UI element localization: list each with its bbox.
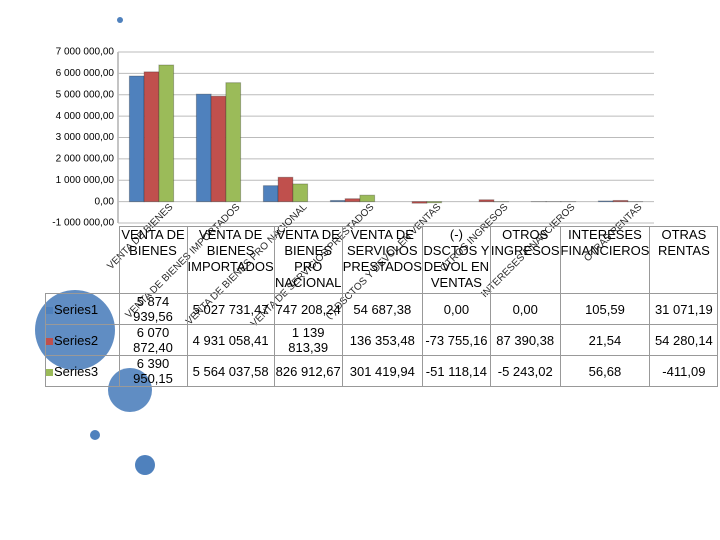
bar (478, 199, 495, 203)
value-cell: 105,59 (559, 293, 651, 325)
bar (277, 176, 294, 203)
value-cell: -73 755,16 (421, 324, 491, 356)
category-cell: INTERESES FINANCIEROS (559, 226, 651, 294)
series-row: Series1 5 874 939,56 5 027 731,47 747 208,2… (45, 293, 719, 325)
value-cell: 5 564 037,58 (186, 355, 275, 387)
header-row: VENTA DE BIENES VENTA DE BIENES IMPORTADO… (46, 226, 719, 294)
bar (143, 71, 160, 203)
bar (158, 64, 175, 203)
bar (292, 183, 309, 203)
y-tick-label: -1 000 000,00 (52, 218, 114, 229)
value-cell: 5 027 731,47 (186, 293, 275, 325)
decor (90, 430, 100, 440)
category-cell: VENTA DE BIENES IMPORTADOS (186, 226, 275, 294)
value-cell: 5 874 939,56 (118, 293, 188, 325)
value-cell: 136 353,48 (341, 324, 423, 356)
legend-label: Series1 (54, 301, 99, 317)
bar (195, 93, 212, 203)
value-cell: -51 118,14 (421, 355, 491, 387)
bar (359, 194, 376, 203)
value-cell: -5 243,02 (489, 355, 561, 387)
bar (411, 201, 428, 204)
value-cell: 301 419,94 (341, 355, 423, 387)
value-cell: 4 931 058,41 (186, 324, 275, 356)
bar (329, 199, 346, 203)
value-cell: 0,00 (421, 293, 491, 325)
y-tick-label: 4 000 000,00 (56, 111, 115, 122)
legend-key (46, 337, 53, 345)
bar (426, 201, 443, 204)
bar (225, 82, 242, 203)
legend-label: Series2 (54, 332, 99, 348)
category-cell: VENTA DE BIENES (118, 226, 188, 294)
value-cell: 6 070 872,40 (118, 324, 188, 356)
series-row: Series3 6 390 950,15 5 564 037,58 826 912,6… (45, 355, 719, 387)
bar (262, 185, 279, 203)
series-cell: Series1 (45, 293, 120, 325)
value-cell: 0,00 (489, 293, 561, 325)
value-cell: 56,68 (559, 355, 651, 387)
value-cell: -411,09 (649, 355, 719, 387)
category-cell: OTRAS RENTAS (649, 226, 719, 294)
corner-cell (46, 227, 120, 294)
y-tick-label: 1 000 000,00 (56, 175, 115, 186)
value-cell: 54 687,38 (341, 293, 423, 325)
category-cell: VENTA DE SERVICIOS PRESTADOS (341, 226, 423, 294)
y-tick-label: 2 000 000,00 (56, 154, 115, 165)
bar (344, 198, 361, 203)
bar (210, 95, 227, 203)
legend-key (46, 368, 53, 376)
series-cell: Series2 (45, 324, 120, 356)
decor (117, 17, 123, 23)
value-cell: 31 071,19 (649, 293, 719, 325)
bar (128, 75, 145, 203)
y-tick-label: 3 000 000,00 (56, 132, 115, 143)
category-cell: VENTA DE BIENES PRO NACIONAL (273, 226, 343, 294)
series-row: Series2 6 070 872,40 4 931 058,41 1 139 813… (45, 324, 719, 356)
y-tick-label: 5 000 000,00 (56, 89, 115, 100)
value-cell: 6 390 950,15 (118, 355, 188, 387)
value-cell: 21,54 (559, 324, 651, 356)
value-cell: 1 139 813,39 (273, 324, 343, 356)
y-tick-label: 6 000 000,00 (56, 68, 115, 79)
value-cell: 826 912,67 (273, 355, 343, 387)
value-cell: 87 390,38 (489, 324, 561, 356)
value-cell: 747 208,24 (273, 293, 343, 325)
data-table: VENTA DE BIENES VENTA DE BIENES IMPORTADO… (45, 226, 719, 387)
series-cell: Series3 (45, 355, 120, 387)
decor (135, 455, 155, 475)
category-cell: OTROS INGRESOS (489, 226, 561, 294)
value-cell: 54 280,14 (649, 324, 719, 356)
legend-label: Series3 (54, 363, 99, 379)
bar (612, 199, 629, 203)
category-cell: (-) DSCTOS Y DEVOL EN VENTAS (421, 226, 491, 294)
legend-key (46, 306, 53, 314)
y-tick-label: 7 000 000,00 (56, 47, 115, 58)
bar (597, 200, 614, 203)
y-tick-label: 0,00 (95, 196, 115, 207)
